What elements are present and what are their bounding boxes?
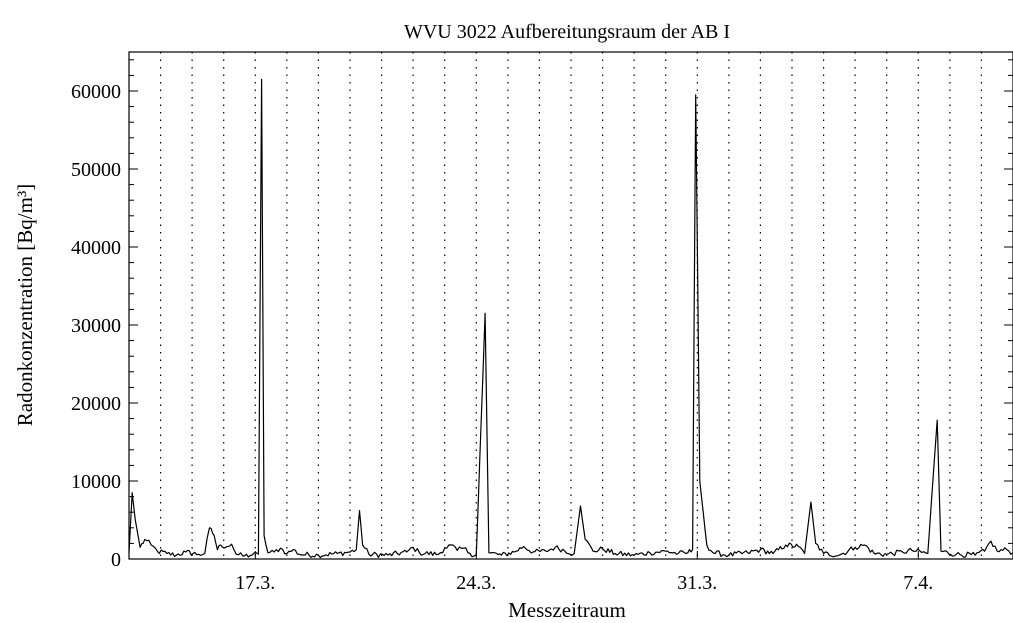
grid-lines xyxy=(160,52,983,559)
x-tick-label: 31.3. xyxy=(677,572,717,594)
y-tick-label: 60000 xyxy=(71,81,121,103)
x-tick-label: 7.4. xyxy=(903,572,933,594)
series-layer xyxy=(128,78,1013,559)
y-tick-label: 10000 xyxy=(71,471,121,493)
y-tick-label: 0 xyxy=(111,549,121,571)
x-tick-labels: 17.3. 24.3. 31.3. 7.4. xyxy=(235,572,933,594)
chart-title: WVU 3022 Aufbereitungsraum der AB I xyxy=(404,21,730,43)
y-tick-label: 50000 xyxy=(71,159,121,181)
y-tick-labels: 0 10000 20000 30000 40000 50000 60000 xyxy=(71,81,121,571)
y-tick-label: 40000 xyxy=(71,237,121,259)
y-axis-label: Radonkonzentration [Bq/m³] xyxy=(13,184,37,427)
x-tick-label: 24.3. xyxy=(456,572,496,594)
axis-ticks xyxy=(129,59,1013,560)
x-axis-label: Messzeitraum xyxy=(508,598,626,622)
x-tick-label: 17.3. xyxy=(235,572,275,594)
plot-frame xyxy=(128,51,1013,560)
series-line xyxy=(128,78,1013,559)
y-tick-label: 30000 xyxy=(71,315,121,337)
y-tick-label: 20000 xyxy=(71,393,121,415)
